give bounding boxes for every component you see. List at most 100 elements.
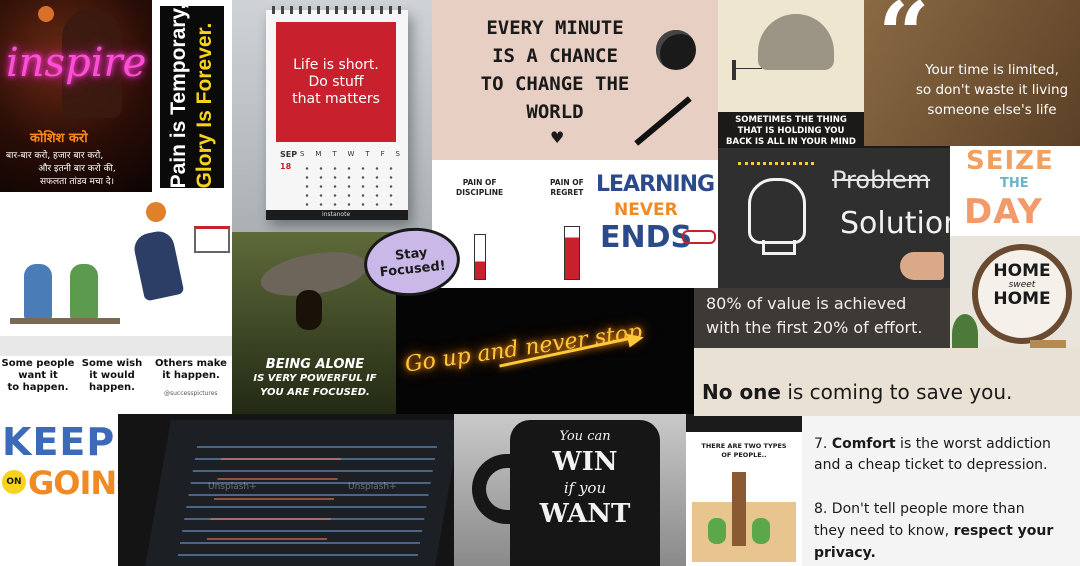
learning-tile: LEARNING NEVER ENDS — [592, 160, 718, 288]
basketball-player-silhouette — [62, 8, 122, 118]
tip-7-num: 7. — [814, 436, 832, 452]
heart-icon: ♥ — [550, 128, 565, 147]
person-right — [752, 518, 770, 544]
your-time-tile: “ Your time is limited, so don't waste i… — [864, 0, 1080, 146]
tip-7: 7. Comfort is the worst addiction and a … — [814, 434, 1076, 476]
weekday: T — [332, 150, 337, 158]
ground-line — [0, 336, 232, 356]
go-up-tile: Go up and never stop — [396, 288, 694, 414]
calendar-tile: Life is short. Do stuff that matters SEP… — [232, 0, 432, 232]
quote-card: Life is short. Do stuff that matters — [276, 22, 396, 142]
desk-calendar: Life is short. Do stuff that matters SEP… — [266, 6, 408, 220]
poem-line: सफलता तांडव मचा दे। — [39, 177, 115, 187]
elephant-line: THAT IS HOLDING YOU — [737, 126, 845, 136]
quote-mark-icon: “ — [878, 0, 930, 88]
mug-line-1: You can — [559, 429, 611, 444]
on-word: ON — [6, 477, 22, 487]
two-types-line: OF PEOPLE.. — [721, 451, 767, 459]
caption-line: it happen. — [162, 370, 220, 381]
focused-word: Focused! — [379, 258, 447, 281]
obstacle-post — [732, 472, 746, 546]
calendar-day: 18 — [280, 162, 292, 171]
ant-line-3: YOU ARE FOCUSED. — [260, 387, 370, 398]
ant-line-1: BEING ALONE — [265, 357, 365, 372]
ant-icon — [296, 290, 322, 330]
ends-word: ENDS — [600, 220, 693, 255]
home-sign-text: HOME sweet HOME — [972, 262, 1072, 308]
no-one-text: No one is coming to save you. — [702, 380, 1012, 404]
two-types-line: THERE ARE TWO TYPES — [701, 442, 787, 450]
weekday: M — [315, 150, 322, 158]
never-word: NEVER — [614, 200, 678, 220]
plant-icon — [952, 314, 978, 354]
eighty-line-1: 80% of value is achieved — [706, 294, 907, 313]
tip-7-rest: is the worst addiction — [895, 436, 1051, 452]
weekday: W — [347, 150, 355, 158]
caption-line: Some people — [1, 358, 75, 369]
discipline-line: PAIN OF — [462, 178, 497, 187]
tip-7-line-1: 7. Comfort is the worst addiction — [814, 434, 1076, 455]
pain-line-1: Pain is Temporary, — [167, 3, 190, 189]
inspire-heading: कोशिश करो — [30, 131, 88, 146]
minute-line: EVERY MINUTE — [486, 17, 624, 39]
caption-2: Some wish it would happen. — [76, 358, 148, 394]
regret-line: PAIN OF — [550, 178, 584, 187]
minute-line: WORLD — [526, 101, 584, 123]
eighty-line-2: with the first 20% of effort. — [706, 318, 923, 337]
no-one-bold: No one — [702, 380, 781, 404]
calendar-brand: instanote — [322, 211, 351, 218]
ant-line-2: IS VERY POWERFUL IF — [253, 373, 377, 384]
calendar-rings — [272, 6, 402, 14]
chalk-hand — [900, 252, 944, 280]
elephant-icon — [758, 14, 834, 70]
caption-line: want it — [18, 370, 58, 381]
time-line: so don't waste it living — [915, 82, 1069, 98]
round-sign — [972, 244, 1072, 344]
tip-8-line-2: they need to know, respect your — [814, 520, 1076, 542]
caption-line: to happen. — [7, 382, 69, 393]
basketball-icon — [38, 6, 54, 22]
home-word: HOME — [993, 261, 1051, 281]
sweet-word: sweet — [1008, 280, 1036, 290]
elephant-line: SOMETIMES THE THING — [735, 115, 847, 125]
date-grid — [300, 164, 400, 208]
tip-7-bold: Comfort — [831, 436, 896, 452]
on-badge: ON — [2, 470, 26, 494]
lightbulb-icon — [748, 178, 806, 244]
every-minute-text: EVERY MINUTE IS A CHANCE TO CHANGE THE W… — [460, 14, 650, 126]
regret-label: PAIN OF REGRET — [550, 178, 584, 198]
credit-text: @successpictures — [164, 390, 218, 397]
bench — [10, 318, 120, 324]
going-word: GOING — [28, 464, 118, 502]
jumping-player — [131, 228, 185, 302]
person-left — [708, 518, 726, 544]
ink-bottle-icon — [656, 30, 696, 70]
keep-word: KEEP — [2, 420, 116, 464]
elephant-tile: SOMETIMES THE THING THAT IS HOLDING YOU … — [718, 0, 864, 148]
weekday: S — [395, 150, 400, 158]
inspire-word: inspire — [6, 40, 147, 86]
discipline-line: DISCIPLINE — [456, 188, 504, 197]
two-types-text: THERE ARE TWO TYPES OF PEOPLE.. — [686, 442, 802, 460]
problem-word: Problem — [832, 166, 931, 194]
no-one-rest: is coming to save you. — [780, 380, 1013, 404]
poem-line: बार-बार करो, हजार बार करो, — [6, 151, 104, 161]
day-word: DAY — [964, 192, 1043, 232]
mug-body — [510, 420, 660, 566]
weekday: F — [380, 150, 385, 158]
your-time-text: Your time is limited, so don't waste it … — [904, 60, 1080, 120]
tip-7-line-2: and a cheap ticket to depression. — [814, 457, 1048, 473]
bulb-rays — [738, 162, 814, 173]
caption-line: Some wish — [81, 358, 143, 369]
caption-line: happen. — [89, 382, 135, 393]
person-sitting-2 — [70, 264, 98, 320]
stake-icon — [732, 60, 736, 80]
tip-8: 8. Don't tell people more than they need… — [814, 498, 1076, 564]
tip-8-plain: they need to know, — [814, 523, 954, 539]
no-one-tile: No one is coming to save you. — [694, 348, 1080, 416]
caption-3: Others make it happen. — [150, 358, 232, 382]
card-line: Do stuff — [308, 73, 364, 90]
time-line: Your time is limited, — [925, 62, 1059, 78]
mug-line-3: if you — [563, 479, 607, 497]
person-sitting-1 — [24, 264, 52, 320]
